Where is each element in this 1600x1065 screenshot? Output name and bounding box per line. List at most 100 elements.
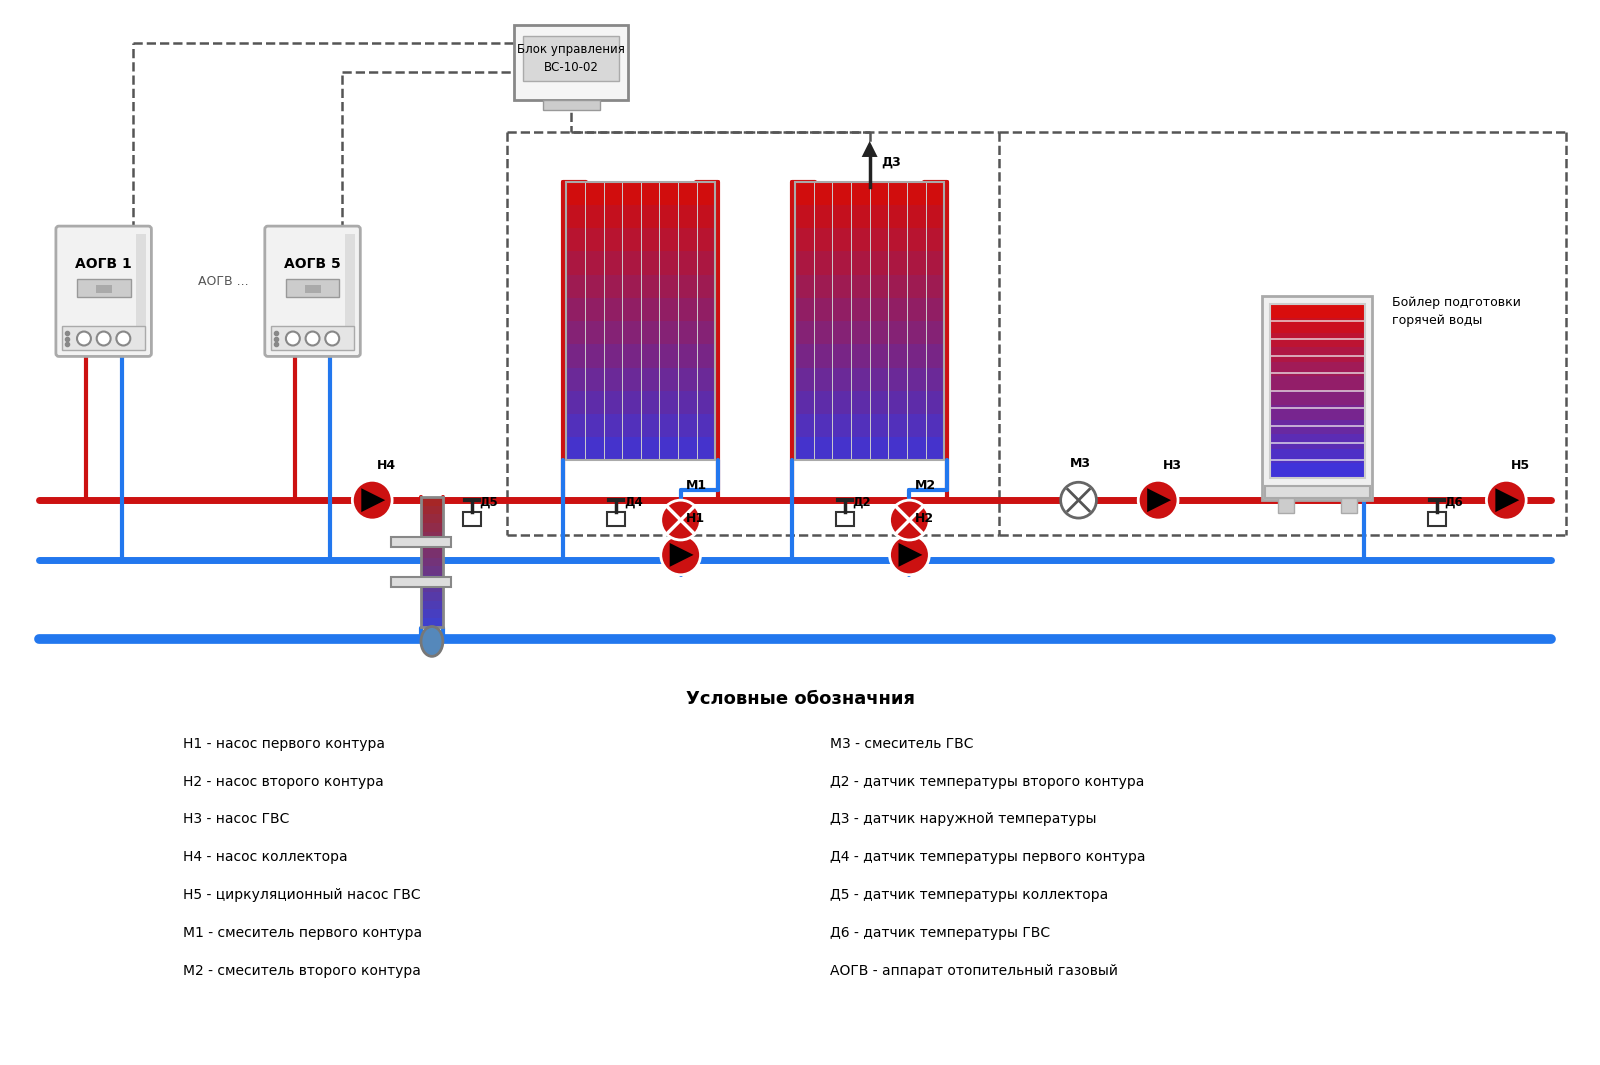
Text: Д6: Д6 bbox=[1445, 495, 1464, 508]
Bar bbox=[421, 497, 443, 626]
Bar bbox=[1270, 435, 1365, 449]
Bar bbox=[304, 285, 320, 293]
Bar bbox=[566, 414, 715, 438]
Bar bbox=[566, 275, 715, 298]
Text: Н1: Н1 bbox=[685, 512, 704, 525]
Circle shape bbox=[661, 501, 701, 540]
Text: Н2 - насос второго контура: Н2 - насос второго контура bbox=[184, 774, 384, 789]
Text: Условные обозначния: Условные обозначния bbox=[685, 690, 915, 708]
Bar bbox=[1270, 376, 1365, 391]
Polygon shape bbox=[1496, 488, 1520, 512]
Bar bbox=[421, 531, 443, 541]
Bar bbox=[270, 326, 354, 350]
Polygon shape bbox=[362, 488, 386, 512]
Bar bbox=[77, 279, 131, 297]
Bar bbox=[566, 251, 715, 275]
Circle shape bbox=[890, 501, 930, 540]
Bar bbox=[795, 206, 944, 229]
Bar bbox=[795, 437, 944, 461]
Bar bbox=[421, 609, 443, 619]
Circle shape bbox=[117, 331, 130, 345]
Text: АОГВ 1: АОГВ 1 bbox=[75, 257, 133, 271]
Text: Н5: Н5 bbox=[1512, 459, 1530, 472]
Text: Д5 - датчик температуры коллектора: Д5 - датчик температуры коллектора bbox=[830, 888, 1109, 902]
Bar bbox=[1270, 332, 1365, 347]
Bar bbox=[421, 506, 443, 514]
Circle shape bbox=[325, 331, 339, 345]
Text: Д3: Д3 bbox=[882, 155, 901, 168]
Circle shape bbox=[286, 331, 299, 345]
Bar bbox=[421, 592, 443, 601]
Bar bbox=[421, 601, 443, 610]
Bar bbox=[136, 234, 147, 348]
Bar bbox=[1270, 463, 1365, 478]
Bar bbox=[566, 344, 715, 368]
Bar bbox=[96, 285, 112, 293]
Text: Блок управления
ВС-10-02: Блок управления ВС-10-02 bbox=[517, 44, 626, 75]
Bar bbox=[390, 537, 451, 547]
Circle shape bbox=[1486, 480, 1526, 520]
Circle shape bbox=[1138, 480, 1178, 520]
Bar bbox=[390, 577, 451, 587]
Bar bbox=[795, 367, 944, 391]
Text: Д2 - датчик температуры второго контура: Д2 - датчик температуры второго контура bbox=[830, 774, 1144, 789]
Text: М1 - смеситель первого контура: М1 - смеситель первого контура bbox=[184, 925, 422, 940]
Bar bbox=[1427, 512, 1446, 526]
Bar bbox=[421, 514, 443, 524]
Bar bbox=[795, 322, 944, 345]
Bar bbox=[795, 182, 944, 206]
Bar bbox=[421, 584, 443, 592]
Bar bbox=[421, 618, 443, 627]
Bar bbox=[795, 275, 944, 298]
Bar bbox=[1270, 406, 1365, 421]
Circle shape bbox=[306, 331, 320, 345]
Bar bbox=[1262, 296, 1373, 499]
Bar bbox=[1270, 304, 1365, 318]
Bar bbox=[523, 36, 619, 81]
FancyBboxPatch shape bbox=[266, 226, 360, 357]
Polygon shape bbox=[899, 543, 922, 567]
FancyBboxPatch shape bbox=[56, 226, 152, 357]
Text: АОГВ ...: АОГВ ... bbox=[198, 275, 248, 288]
Text: Н2: Н2 bbox=[915, 512, 933, 525]
Bar bbox=[421, 575, 443, 584]
Bar bbox=[566, 367, 715, 391]
Bar bbox=[1270, 304, 1365, 478]
Circle shape bbox=[96, 331, 110, 345]
Bar bbox=[421, 523, 443, 532]
Bar bbox=[1270, 420, 1365, 435]
Text: Д3 - датчик наружной температуры: Д3 - датчик наружной температуры bbox=[830, 813, 1096, 826]
Bar bbox=[421, 548, 443, 558]
Bar bbox=[795, 228, 944, 252]
Text: Д4: Д4 bbox=[624, 495, 643, 508]
Circle shape bbox=[1061, 482, 1096, 518]
Bar bbox=[346, 234, 355, 348]
Bar bbox=[566, 391, 715, 414]
Text: М3 - смеситель ГВС: М3 - смеситель ГВС bbox=[830, 737, 973, 751]
Text: Бойлер подготовки
горячей воды: Бойлер подготовки горячей воды bbox=[1392, 296, 1520, 327]
Bar bbox=[566, 182, 715, 206]
Circle shape bbox=[661, 535, 701, 575]
Bar bbox=[795, 182, 944, 460]
Bar bbox=[421, 540, 443, 550]
Text: М1: М1 bbox=[685, 479, 707, 492]
Bar bbox=[566, 206, 715, 229]
Text: Н3: Н3 bbox=[1163, 459, 1182, 472]
Bar bbox=[566, 322, 715, 345]
Bar bbox=[1266, 486, 1370, 497]
Bar bbox=[1270, 347, 1365, 362]
Bar bbox=[421, 497, 443, 506]
Bar bbox=[514, 26, 629, 100]
Polygon shape bbox=[862, 141, 877, 157]
Circle shape bbox=[890, 535, 930, 575]
Bar bbox=[1270, 448, 1365, 463]
Text: Н5 - циркуляционный насос ГВС: Н5 - циркуляционный насос ГВС bbox=[184, 888, 421, 902]
Text: М2 - смеситель второго контура: М2 - смеситель второго контура bbox=[184, 964, 421, 978]
Bar bbox=[1270, 362, 1365, 377]
Bar bbox=[566, 182, 715, 460]
Bar bbox=[566, 437, 715, 461]
Bar bbox=[286, 279, 339, 297]
Text: АОГВ 5: АОГВ 5 bbox=[285, 257, 341, 271]
Ellipse shape bbox=[421, 626, 443, 656]
Circle shape bbox=[352, 480, 392, 520]
